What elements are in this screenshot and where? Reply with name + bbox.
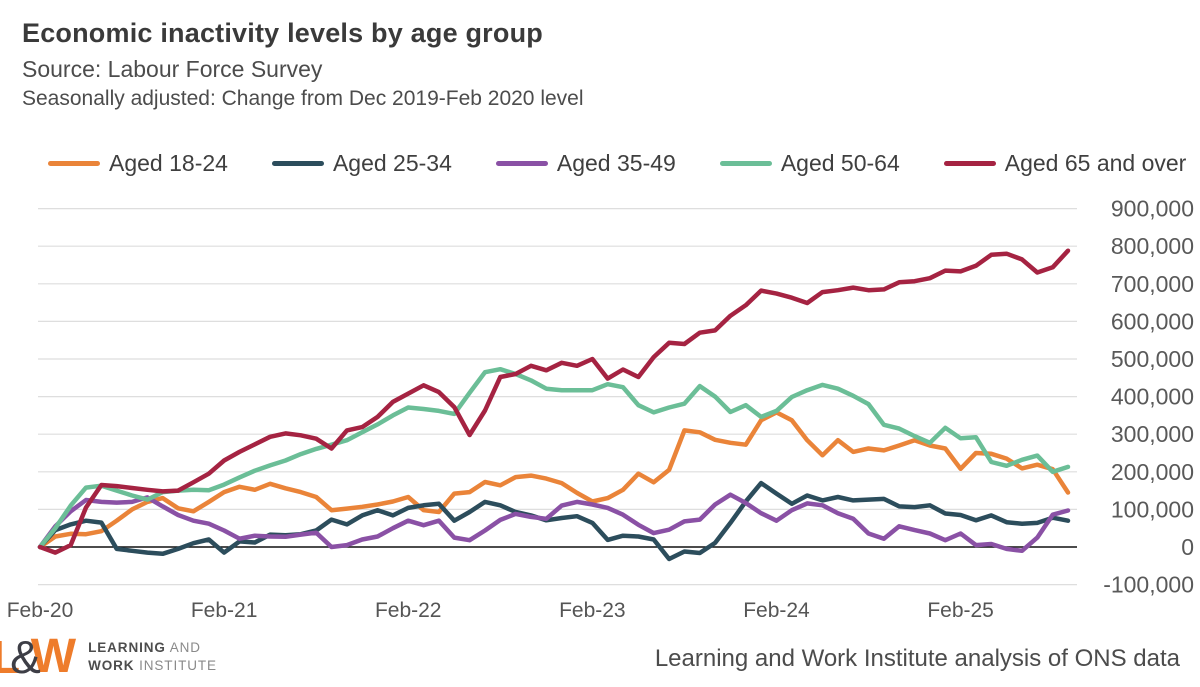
legend-swatch-aged-18-24 xyxy=(48,161,100,166)
logo-letter-l: L xyxy=(0,631,21,683)
logo-ampersand: & xyxy=(10,631,41,683)
y-axis-label: 300,000 xyxy=(1111,421,1194,447)
x-axis-label: Feb-24 xyxy=(743,599,810,622)
logo-letter-w: W xyxy=(30,630,77,683)
x-axis-label: Feb-25 xyxy=(927,599,994,622)
legend-item-aged-35-49: Aged 35-49 xyxy=(495,150,676,177)
legend-swatch-aged-50-64 xyxy=(719,161,772,166)
legend-item-aged-50-64: Aged 50-64 xyxy=(719,150,900,177)
subtitle-line: Seasonally adjusted: Change from Dec 201… xyxy=(22,87,584,110)
lw-logo-mark: L & W xyxy=(0,630,77,683)
lw-logo-text: LEARNING AND WORK INSTITUTE xyxy=(88,639,217,674)
legend-swatch-aged-35-49 xyxy=(495,161,548,166)
x-axis-label: Feb-21 xyxy=(191,599,258,622)
legend-label: Aged 50-64 xyxy=(780,150,900,176)
legend-item-aged-25-34: Aged 25-34 xyxy=(271,150,452,177)
chart-header: Economic inactivity levels by age group … xyxy=(22,18,584,111)
series-line-aged-50-64 xyxy=(37,366,1071,550)
y-axis-label: 700,000 xyxy=(1111,271,1194,297)
legend-label: Aged 25-34 xyxy=(332,150,452,176)
x-axis-label: Feb-22 xyxy=(375,599,442,622)
logo-text-line1: LEARNING AND xyxy=(88,640,201,656)
series-line-aged-65-and-over xyxy=(37,248,1071,555)
attribution-text: Learning and Work Institute analysis of … xyxy=(654,645,1180,672)
legend-swatch-aged-25-34 xyxy=(271,161,324,166)
series-line-aged-18-24 xyxy=(37,410,1071,550)
legend-item-aged-18-24: Aged 18-24 xyxy=(48,150,228,177)
x-axis-label: Feb-23 xyxy=(559,599,626,622)
y-axis-label: 200,000 xyxy=(1111,459,1194,485)
logo-text-line2: WORK INSTITUTE xyxy=(88,658,217,673)
legend-swatch-aged-65-and-over xyxy=(943,161,996,166)
y-axis-label: 500,000 xyxy=(1111,346,1194,372)
y-axis-label: 0 xyxy=(1181,534,1194,560)
x-axis-label: Feb-20 xyxy=(7,599,74,622)
legend: Aged 18-24 Aged 25-34 Aged 35-49 Aged 50… xyxy=(48,150,1186,177)
series-line-aged-25-34 xyxy=(37,480,1071,562)
legend-label: Aged 65 and over xyxy=(1004,150,1187,176)
series-line-aged-35-49 xyxy=(37,492,1071,554)
page-title: Economic inactivity levels by age group xyxy=(22,18,543,48)
y-axis-label: 600,000 xyxy=(1111,308,1194,334)
y-axis-label: -100,000 xyxy=(1103,572,1194,598)
lw-logo: L & W LEARNING AND WORK INSTITUTE xyxy=(0,630,217,683)
y-axis-label: 100,000 xyxy=(1111,496,1194,522)
legend-item-aged-65-and-over: Aged 65 and over xyxy=(943,150,1187,177)
y-axis-label: 800,000 xyxy=(1111,233,1194,259)
legend-label: Aged 35-49 xyxy=(556,150,676,176)
source-line: Source: Labour Force Survey xyxy=(22,56,323,82)
y-axis-label: 400,000 xyxy=(1111,384,1194,410)
y-axis-label: 900,000 xyxy=(1111,196,1194,222)
legend-label: Aged 18-24 xyxy=(109,150,228,176)
